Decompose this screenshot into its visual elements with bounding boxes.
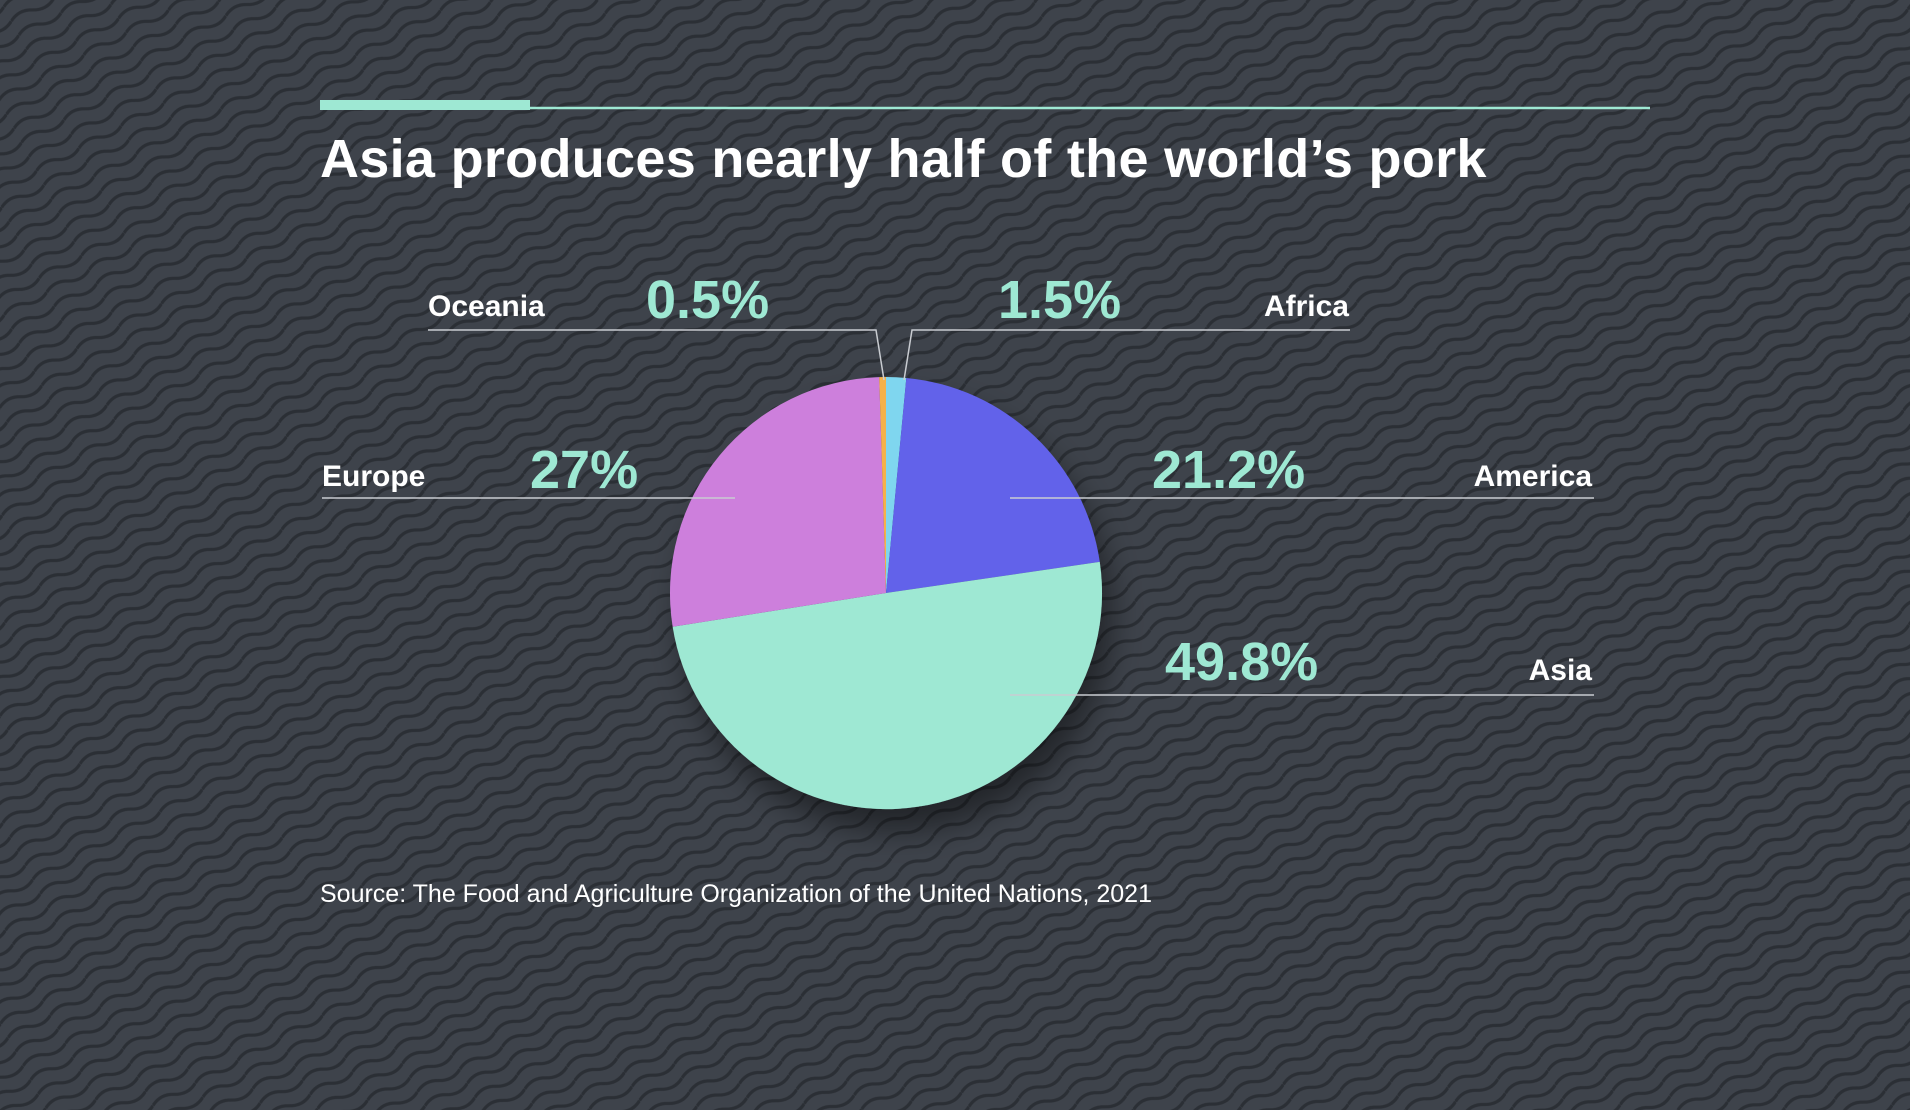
pie-slice-asia: [672, 561, 1103, 810]
value-africa: 1.5%: [998, 270, 1121, 330]
pie-slice-america: [886, 377, 1100, 593]
title-accent-bar: [320, 100, 530, 110]
label-europe: Europe: [322, 460, 425, 493]
label-america: America: [1474, 460, 1593, 493]
value-asia: 49.8%: [1165, 632, 1318, 692]
label-oceania: Oceania: [428, 290, 545, 323]
value-oceania: 0.5%: [646, 270, 769, 330]
leader-line-africa: [903, 329, 1350, 381]
pie-slice-africa: [886, 377, 907, 593]
pie-slice-oceania: [879, 377, 886, 593]
value-america: 21.2%: [1152, 440, 1305, 500]
source-note: Source: The Food and Agriculture Organiz…: [320, 880, 1152, 908]
value-europe: 27%: [530, 440, 638, 500]
pie-slice-europe: [670, 377, 886, 627]
label-africa: Africa: [1264, 290, 1349, 323]
leader-line-oceania: [428, 329, 885, 381]
label-asia: Asia: [1529, 654, 1593, 687]
chart-title: Asia produces nearly half of the world’s…: [320, 129, 1487, 189]
